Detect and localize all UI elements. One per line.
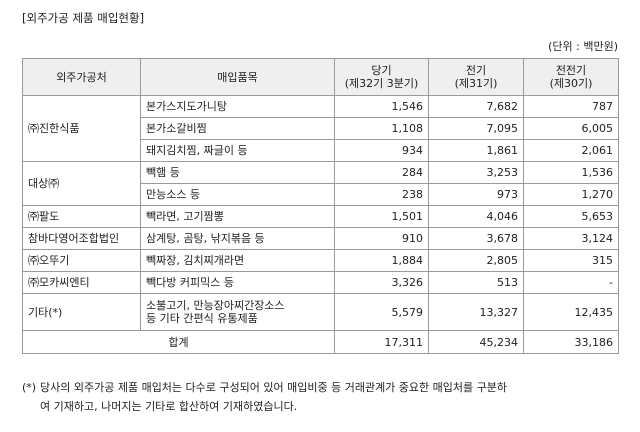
prior-value: 2,805 [428,249,524,272]
outsourcing-purchase-table: 외주가공처 매입품목 당기 (제32기 3분기) 전기 (제31기) 전전기 (… [22,58,619,354]
total-current: 17,311 [334,330,429,354]
prior-value: 3,678 [428,227,524,250]
table-row: 대상㈜ 빽햄 등 284 3,253 1,536 [22,161,619,206]
item-cell: 빽햄 등 [140,161,335,184]
item-cell-line1: 소불고기, 만능장아찌간장소스 [146,299,285,312]
prior2-value: 5,653 [523,205,619,228]
item-cell-line2: 등 기타 간편식 유통제품 [146,312,258,325]
header-prior2: 전전기 (제30기) [523,58,619,96]
header-current-label: 당기 [371,64,392,77]
prior2-value: 3,124 [523,227,619,250]
company-cell: ㈜진한식품 [22,95,141,162]
table-row: 만능소스 등 238 973 1,270 [23,183,619,206]
current-value: 1,108 [334,117,429,140]
header-current-period: (제32기 3분기) [344,77,419,90]
prior2-value: 1,270 [523,183,619,206]
prior2-value: 787 [523,95,619,118]
header-item: 매입품목 [140,58,335,96]
header-prior-label: 전기 [465,64,487,77]
current-value: 910 [334,227,429,250]
table-row: 돼지김치찜, 짜글이 등 934 1,861 2,061 [23,139,619,162]
table-header-row: 외주가공처 매입품목 당기 (제32기 3분기) 전기 (제31기) 전전기 (… [22,58,619,96]
prior-value: 7,682 [428,95,524,118]
header-prior: 전기 (제31기) [428,58,524,96]
total-row: 합계 17,311 45,234 33,186 [22,330,619,354]
item-cell: 돼지김치찜, 짜글이 등 [140,139,335,162]
item-cell: 빽라면, 고기짬뽕 [140,205,335,228]
current-value: 238 [334,183,429,206]
prior2-value: 6,005 [523,117,619,140]
total-prior2: 33,186 [523,330,619,354]
company-cell: ㈜모카씨엔티 [22,271,141,294]
table-row: ㈜오뚜기 빽짜장, 김치찌개라면 1,884 2,805 315 [22,249,619,272]
header-company: 외주가공처 [22,58,141,96]
table-row: ㈜모카씨엔티 빽다방 커피믹스 등 3,326 513 - [22,271,619,294]
prior-value: 1,861 [428,139,524,162]
item-cell: 삼계탕, 곰탕, 낚지볶음 등 [140,227,335,250]
current-value: 5,579 [334,293,429,331]
company-cell: ㈜팔도 [22,205,141,228]
item-cell: 빽짜장, 김치찌개라면 [140,249,335,272]
table-row: ㈜진한식품 본가스지도가니탕 1,546 7,682 787 [22,95,619,162]
item-cell: 만능소스 등 [140,183,335,206]
item-cell: 빽다방 커피믹스 등 [140,271,335,294]
header-current: 당기 (제32기 3분기) [334,58,429,96]
current-value: 1,884 [334,249,429,272]
company-cell: 참바다영어조합법인 [22,227,141,250]
current-value: 934 [334,139,429,162]
prior-value: 4,046 [428,205,524,228]
company-cell: 대상㈜ [22,161,141,206]
prior-value: 7,095 [428,117,524,140]
unit-label: (단위 : 백만원) [548,40,618,53]
prior-value: 973 [428,183,524,206]
total-label: 합계 [22,330,335,354]
prior2-value: 12,435 [523,293,619,331]
prior2-value: 2,061 [523,139,619,162]
item-cell: 본가소갈비찜 [140,117,335,140]
prior-value: 513 [428,271,524,294]
footnote-mark: (*) [22,381,37,394]
current-value: 1,501 [334,205,429,228]
prior-value: 13,327 [428,293,524,331]
current-value: 284 [334,161,429,184]
footnote-line2: 여 기재하고, 나머지는 기타로 합산하여 기재하였습니다. [40,400,298,413]
prior-value: 3,253 [428,161,524,184]
item-cell: 소불고기, 만능장아찌간장소스 등 기타 간편식 유통제품 [140,293,335,331]
company-cell: 기타(*) [22,293,141,331]
section-title: [외주가공 제품 매입현황] [22,11,145,25]
total-prior: 45,234 [428,330,524,354]
company-cell: ㈜오뚜기 [22,249,141,272]
header-prior-period: (제31기) [454,77,498,90]
prior2-value: - [523,271,619,294]
footnote: (*) 당사의 외주가공 제품 매입처는 다수로 구성되어 있어 매입비중 등 거… [22,378,618,416]
prior2-value: 315 [523,249,619,272]
header-prior2-period: (제30기) [549,77,593,90]
table-row: 참바다영어조합법인 삼계탕, 곰탕, 낚지볶음 등 910 3,678 3,12… [22,227,619,250]
header-prior2-label: 전전기 [555,64,587,77]
footnote-line1: 당사의 외주가공 제품 매입처는 다수로 구성되어 있어 매입비중 등 거래관계… [40,381,507,394]
current-value: 1,546 [334,95,429,118]
table-row: ㈜팔도 빽라면, 고기짬뽕 1,501 4,046 5,653 [22,205,619,228]
item-cell: 본가스지도가니탕 [140,95,335,118]
current-value: 3,326 [334,271,429,294]
prior2-value: 1,536 [523,161,619,184]
table-row: 기타(*) 소불고기, 만능장아찌간장소스 등 기타 간편식 유통제품 5,57… [22,293,619,331]
